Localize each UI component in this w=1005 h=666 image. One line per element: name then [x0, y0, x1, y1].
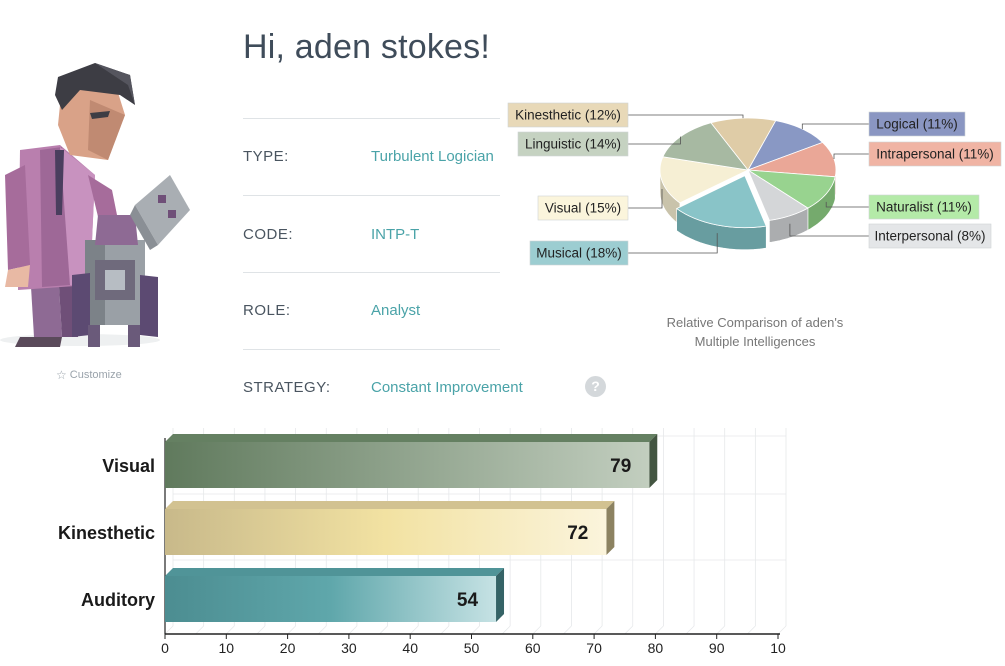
bar-face-kinesthetic — [165, 509, 607, 555]
pie-caption-line-2: Multiple Intelligences — [694, 334, 816, 349]
role-label: ROLE: — [243, 302, 291, 319]
learning-style-bar-chart: 79 Visual 72 Kinesthetic 54 Auditory 0 10 20 30 40… — [58, 428, 787, 656]
pie-leader-linguistic — [628, 136, 681, 145]
pie-label-box-linguistic — [517, 131, 629, 157]
pie-label-visual: Visual (15%) — [545, 201, 621, 216]
code-label: CODE: — [243, 226, 294, 243]
pie-slice-visual — [659, 156, 750, 204]
bar-x-tick-label: 70 — [586, 640, 602, 656]
bar-side-kinesthetic — [606, 501, 615, 555]
bar-top-auditory — [165, 568, 505, 576]
type-value: Turbulent Logician — [371, 148, 494, 165]
pie-slice-interpersonal — [747, 168, 809, 221]
pie-label-linguistic: Linguistic (14%) — [525, 137, 621, 152]
pie-label-box-visual — [537, 195, 629, 221]
avatar — [0, 63, 190, 347]
customize-button[interactable]: ☆ Customize — [56, 368, 122, 382]
bar-side-visual — [649, 434, 658, 488]
pie-label-box-intrapersonal — [868, 141, 1002, 167]
page-title: Hi, aden stokes! — [243, 28, 490, 66]
bar-x-tick-label: 30 — [341, 640, 357, 656]
pie-leader-kinesthetic — [628, 114, 744, 119]
strategy-value: Constant Improvement — [371, 379, 523, 396]
pie-leader-visual — [628, 189, 663, 209]
info-divider — [243, 118, 500, 119]
pie-leader-musical — [628, 233, 718, 254]
bar-value-label: 54 — [457, 590, 479, 611]
strategy-label: STRATEGY: — [243, 379, 331, 396]
bar-x-tick-label: 0 — [161, 640, 169, 656]
bar-x-tick-label: 80 — [648, 640, 664, 656]
bar-category-label: Visual — [102, 456, 155, 476]
bar-top-kinesthetic — [165, 501, 615, 509]
bar-auditory: 54 — [165, 568, 505, 622]
bar-x-tick-label: 10 — [770, 640, 786, 656]
pie-label-kinesthetic: Kinesthetic (12%) — [515, 108, 621, 123]
intelligences-pie-chart: Logical (11%) Intrapersonal (11%) Naturali… — [507, 102, 1002, 266]
bar-side-auditory — [496, 568, 505, 622]
bar-visual: 79 — [165, 434, 658, 488]
bar-kinesthetic: 72 — [165, 501, 615, 555]
bar-value-label: 72 — [567, 523, 588, 544]
question-mark-icon[interactable]: ? — [585, 376, 606, 397]
role-value: Analyst — [371, 302, 421, 319]
pie-label-intrapersonal: Intrapersonal (11%) — [876, 147, 994, 162]
bar-category-label: Kinesthetic — [58, 523, 155, 543]
pie-label-box-logical — [868, 111, 966, 137]
pie-label-box-naturalist — [868, 194, 980, 220]
pie-label-box-interpersonal — [868, 223, 992, 249]
pie-label-logical: Logical (11%) — [876, 117, 958, 132]
bar-category-label: Auditory — [81, 590, 155, 610]
bar-x-tick-label: 90 — [709, 640, 725, 656]
pie-caption-line-1: Relative Comparison of aden's — [666, 315, 844, 330]
pie-label-box-kinesthetic — [507, 102, 629, 128]
bar-x-tick-label: 10 — [219, 640, 235, 656]
bar-value-label: 79 — [610, 456, 631, 477]
bar-face-auditory — [165, 576, 497, 622]
pie-labels: Logical (11%) Intrapersonal (11%) Naturali… — [507, 102, 1002, 266]
code-value: INTP-T — [371, 226, 420, 243]
bar-x-tick-label: 20 — [280, 640, 296, 656]
pie-tops — [659, 117, 837, 229]
pie-leader-naturalist — [825, 201, 869, 208]
info-divider — [243, 195, 500, 196]
bar-x-tick-label: 50 — [464, 640, 480, 656]
pie-label-naturalist: Naturalist (11%) — [876, 200, 972, 215]
pie-sides — [659, 169, 837, 250]
star-outline-icon: ☆ — [56, 368, 67, 382]
customize-label: Customize — [69, 369, 122, 381]
bar-top-visual — [165, 434, 658, 442]
info-divider — [243, 349, 500, 350]
pie-leader-logical — [801, 123, 869, 130]
bar-x-ticks: 0 10 20 30 40 50 60 70 80 90 10 — [161, 634, 786, 656]
info-divider — [243, 272, 500, 273]
pie-slice-musical — [675, 175, 767, 229]
type-label: TYPE: — [243, 148, 289, 165]
pie-label-interpersonal: Interpersonal (8%) — [874, 229, 985, 244]
bar-x-tick-label: 40 — [402, 640, 418, 656]
bar-face-visual — [165, 442, 650, 488]
pie-chart-caption: Relative Comparison of aden's Multiple I… — [640, 313, 870, 351]
pie-label-musical: Musical (18%) — [536, 246, 622, 261]
pie-label-box-musical — [529, 240, 629, 266]
bar-x-tick-label: 60 — [525, 640, 541, 656]
pie-leader-intrapersonal — [833, 153, 869, 159]
pie-leader-interpersonal — [789, 223, 869, 237]
